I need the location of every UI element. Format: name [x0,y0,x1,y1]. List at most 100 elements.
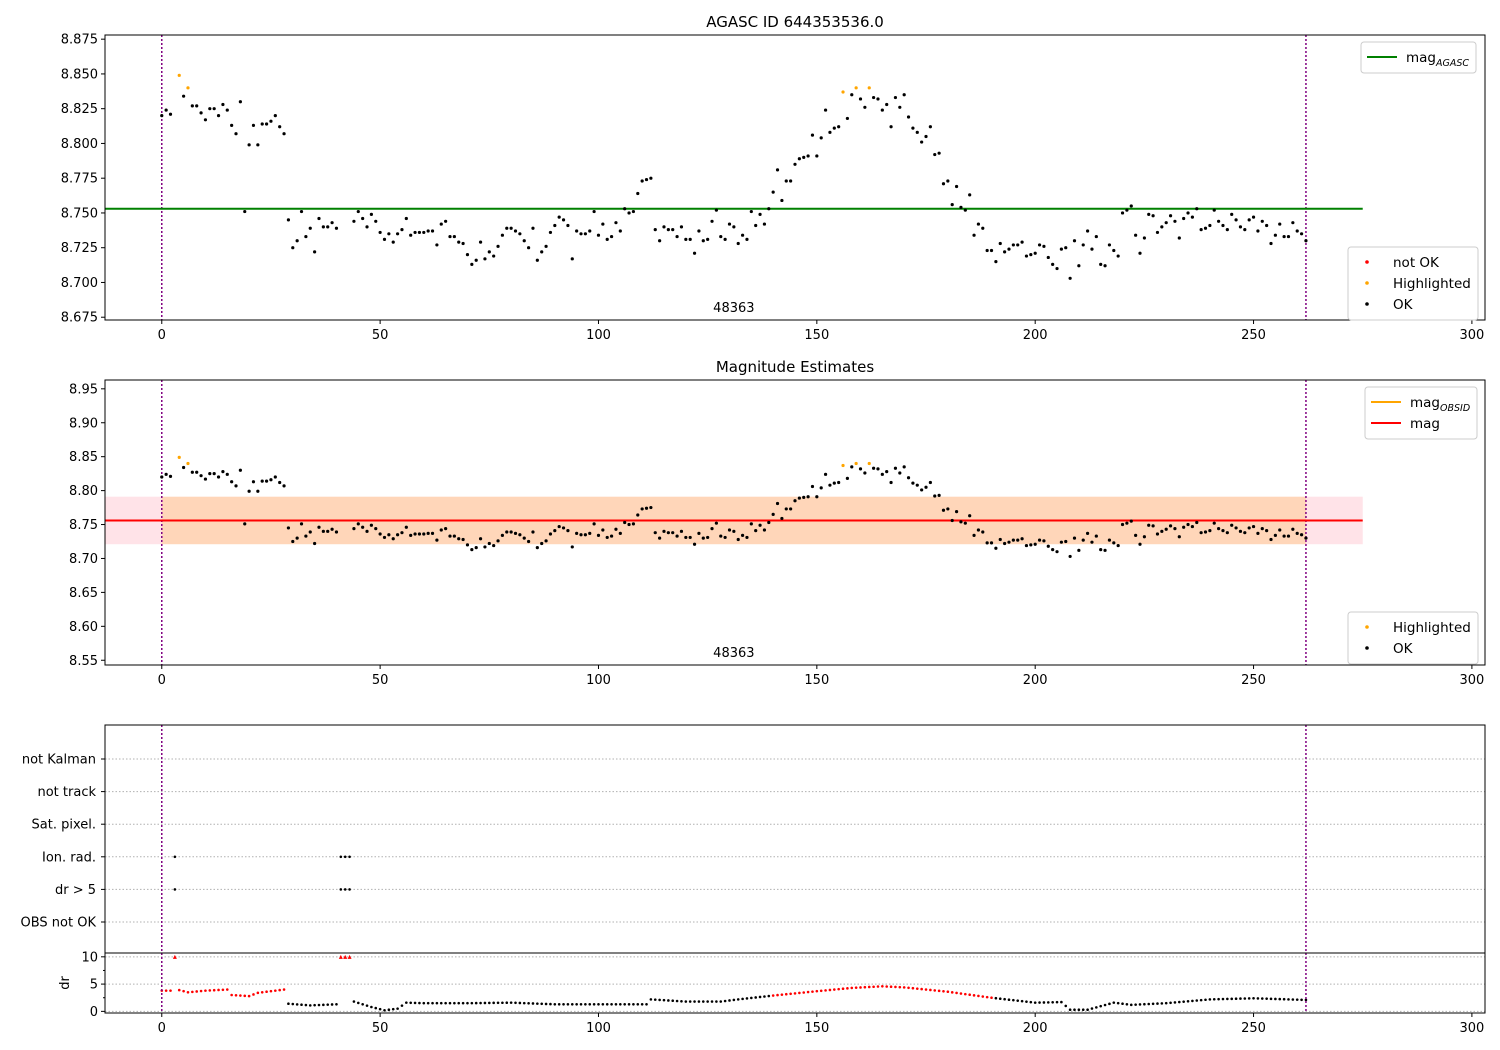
data-point-ok [1212,208,1216,212]
dr-point [265,990,268,994]
data-point-ok [649,176,653,180]
data-point-ok [653,228,657,232]
data-point-ok [1081,243,1085,247]
dr-point [1129,1003,1133,1007]
data-point-highlighted [854,86,858,90]
data-point-ok [299,209,304,214]
data-point-ok [863,105,867,109]
data-point-ok [845,116,850,121]
data-point-ok [470,262,474,266]
data-point-ok [561,526,566,530]
data-point-ok [465,543,470,547]
data-point-ok [195,470,199,474]
dr-point [1042,1001,1046,1004]
data-point-ok [1177,236,1181,240]
data-point-ok [313,541,317,546]
data-point-ok [535,546,539,550]
dr-clipped-point [347,954,352,959]
data-point-ok [911,481,915,485]
dr-point [282,988,286,991]
dr-point [1116,1001,1120,1005]
flag-point [348,855,351,859]
dr-point [1291,998,1295,1001]
data-point-ok [1125,208,1129,212]
dr-point [964,992,967,996]
data-point-ok [968,193,972,197]
legend-dot-swatch [1365,646,1369,650]
data-point-ok [487,250,491,254]
x-tick-label: 100 [586,673,611,688]
data-point-ok [561,218,566,222]
legend-dot-swatch [1365,281,1369,285]
data-point-ok [321,529,325,533]
data-point-ok [653,531,657,535]
data-point-ok [1186,211,1190,215]
dr-point [640,1002,644,1006]
data-point-ok [230,123,234,127]
data-point-ok [195,104,199,108]
data-point-ok [1203,530,1208,534]
dr-point [579,1002,583,1006]
dr-point [496,1001,500,1005]
dr-point [950,991,954,994]
data-point-ok [496,539,500,543]
data-point-ok [1077,548,1081,552]
data-point-ok [880,108,884,112]
dr-point [728,999,731,1002]
dr-point [317,1003,321,1007]
data-point-ok [579,232,583,236]
data-point-ok [640,507,644,511]
dr-point [1020,999,1024,1003]
data-point-ok [417,230,422,235]
dr-point [1112,1001,1116,1004]
legend-label: OK [1393,641,1414,657]
data-point-ok [518,533,522,537]
data-point-ok [837,125,841,129]
x-tick-label: 200 [1023,673,1048,688]
data-point-ok [1295,229,1299,233]
data-point-ok [985,248,989,253]
flag-point [348,888,351,891]
data-point-ok [627,522,631,527]
data-point-ok [583,232,587,236]
data-point-ok [898,105,902,109]
dr-point [592,1002,596,1006]
y-tick-label: 8.875 [61,33,98,48]
data-point-ok [1016,538,1020,542]
data-point-ok [1251,215,1256,219]
dr-point [811,990,814,993]
data-point-ok [531,226,535,230]
data-point-ok [998,537,1002,542]
dr-point [815,989,819,993]
data-point-ok [395,232,400,236]
dr-point [230,993,233,997]
data-point-ok [487,541,491,546]
data-point-ok [784,507,788,511]
x-tick-label: 300 [1459,1021,1484,1036]
dr-point [1300,998,1303,1002]
data-point-ok [666,228,670,232]
data-point-ok [365,225,369,229]
data-point-ok [1081,538,1085,542]
data-point-ok [382,237,387,241]
dr-point [1186,999,1190,1003]
data-point-ok [1055,266,1059,271]
data-point-ok [828,483,832,487]
dr-point [854,986,858,989]
data-point-ok [596,533,601,537]
data-point-ok [304,234,308,239]
dr-point [706,1000,709,1003]
data-point-ok [535,258,539,262]
dr-point [352,1000,356,1003]
data-point-ok [509,530,513,534]
data-point-ok [736,241,740,246]
legend-subscript: AGASC [1435,58,1469,69]
dr-point [557,1002,561,1006]
y-tick-label: 8.75 [69,518,98,533]
x-tick-label: 300 [1459,328,1484,343]
dr-point [1269,997,1273,1001]
dr-point [719,1000,723,1003]
data-point-ok [264,479,269,483]
y-tick-label: 8.800 [61,137,98,152]
dr-point [492,1001,495,1005]
